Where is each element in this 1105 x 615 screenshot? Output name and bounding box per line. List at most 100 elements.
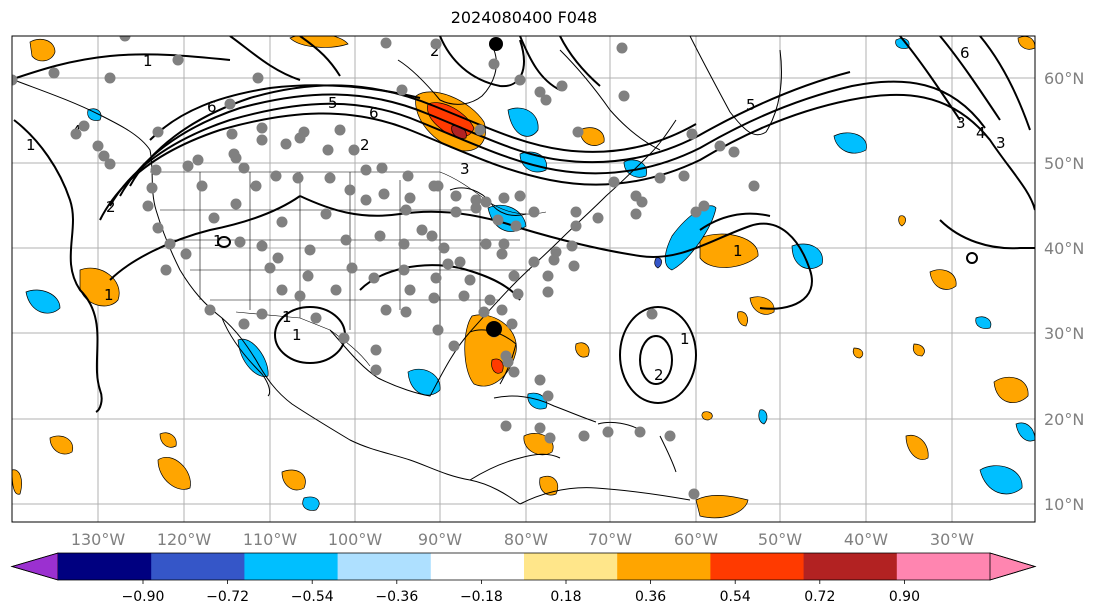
station-dot: [330, 284, 342, 296]
station-dot: [78, 120, 90, 132]
station-dot: [292, 172, 304, 184]
colorbar-segment: [803, 553, 898, 580]
longitude-label: 40°W: [844, 530, 888, 549]
colorbar-tick-label: −0.54: [291, 589, 334, 605]
patch-negative: [87, 108, 102, 121]
station-dot: [238, 318, 250, 330]
station-dot: [322, 144, 334, 156]
station-dot: [272, 252, 284, 264]
station-dot: [570, 206, 582, 218]
station-dot: [374, 230, 386, 242]
latitude-label: 40°N: [1044, 239, 1084, 258]
station-dot: [686, 128, 698, 140]
contour-label: 3: [956, 114, 966, 132]
station-dot: [12, 74, 18, 86]
patch-positive: [737, 311, 748, 327]
station-dot: [534, 86, 546, 98]
station-dot: [556, 80, 568, 92]
longitude-label: 90°W: [418, 530, 462, 549]
island-arc: [659, 435, 677, 473]
patch-positive: [491, 358, 504, 374]
contour-label: 6: [369, 104, 379, 122]
latitude-label: 60°N: [1044, 69, 1084, 88]
station-dot: [728, 146, 740, 158]
patch-positive: [852, 347, 864, 359]
patch-negative: [654, 257, 662, 269]
contour-line: [15, 53, 231, 79]
station-dot: [338, 332, 350, 344]
colorbar-tick-label: −0.72: [206, 589, 249, 605]
colorbar-tick-label: 0.54: [720, 589, 751, 605]
station-dot: [324, 172, 336, 184]
station-dot: [570, 220, 582, 232]
contour-line: [519, 36, 601, 91]
station-dot: [450, 206, 462, 218]
patch-positive: [575, 342, 590, 358]
longitude-labels: 130°W 120°W 110°W 100°W 90°W 80°W 70°W 60°W 50°W…: [71, 530, 974, 549]
station-dot: [192, 154, 204, 166]
station-dot: [360, 194, 372, 206]
station-dot: [480, 196, 492, 208]
station-dot: [534, 422, 546, 434]
station-dot: [470, 194, 482, 206]
colorbar-segment: [896, 553, 990, 580]
station-dot: [496, 248, 508, 260]
station-dot: [474, 124, 486, 136]
station-dot: [256, 134, 268, 146]
patch-positive: [993, 376, 1029, 403]
east-coast: [469, 119, 677, 333]
contour-label: 2: [106, 198, 116, 216]
greenland-coast: [689, 36, 782, 136]
south-america-north-coast: [519, 487, 691, 505]
station-dot: [496, 304, 508, 316]
station-dot: [152, 126, 164, 138]
station-dot: [502, 356, 514, 368]
colorbar-segment: [151, 553, 245, 580]
station-dot: [264, 262, 276, 274]
patch-positive: [539, 475, 559, 496]
gulf-of-mexico-coast: [329, 329, 517, 397]
station-dot: [256, 240, 268, 252]
contour-label: 1: [680, 330, 690, 348]
patch-positive: [281, 469, 306, 491]
station-dot: [230, 198, 242, 210]
station-dot: [458, 290, 470, 302]
patch-negative: [791, 243, 823, 269]
station-dot: [690, 206, 702, 218]
station-dot: [182, 160, 194, 172]
patch-positive: [157, 457, 191, 490]
colorbar-segment: [524, 553, 618, 580]
longitude-label: 100°W: [328, 530, 383, 549]
station-dot: [508, 366, 520, 378]
station-dot: [514, 190, 526, 202]
contour-line: [939, 219, 1035, 250]
latitude-label: 20°N: [1044, 410, 1084, 429]
labrador-coast: [559, 49, 661, 151]
patch-negative: [833, 132, 867, 154]
hudson-bay: [397, 49, 497, 105]
station-dot: [542, 270, 554, 282]
map-title: 2024080400 F048: [450, 8, 598, 27]
contour-label: 1: [733, 242, 743, 260]
colorbar: −0.90 −0.72 −0.54 −0.36 −0.18 0.18 0.36 0.54 0.7…: [10, 552, 1037, 605]
station-dot: [498, 238, 510, 250]
station-dot: [340, 234, 352, 246]
contour-line: [109, 195, 301, 281]
station-dot: [664, 430, 676, 442]
contour-label: 1: [26, 136, 36, 154]
longitude-label: 130°W: [71, 530, 126, 549]
longitude-label: 60°W: [674, 530, 718, 549]
station-dot: [542, 286, 554, 298]
station-dot: [208, 212, 220, 224]
map-frame: [11, 35, 1036, 523]
station-dot: [396, 84, 408, 96]
patch-negative: [758, 409, 768, 425]
contour-label: 2: [430, 42, 440, 60]
station-dot: [540, 94, 552, 106]
station-dot: [470, 202, 482, 214]
station-dot: [646, 308, 658, 320]
contour-line: [359, 264, 521, 301]
colorbar-segment: [244, 553, 339, 580]
contour-label: 4: [976, 124, 986, 142]
station-dot: [430, 38, 442, 50]
